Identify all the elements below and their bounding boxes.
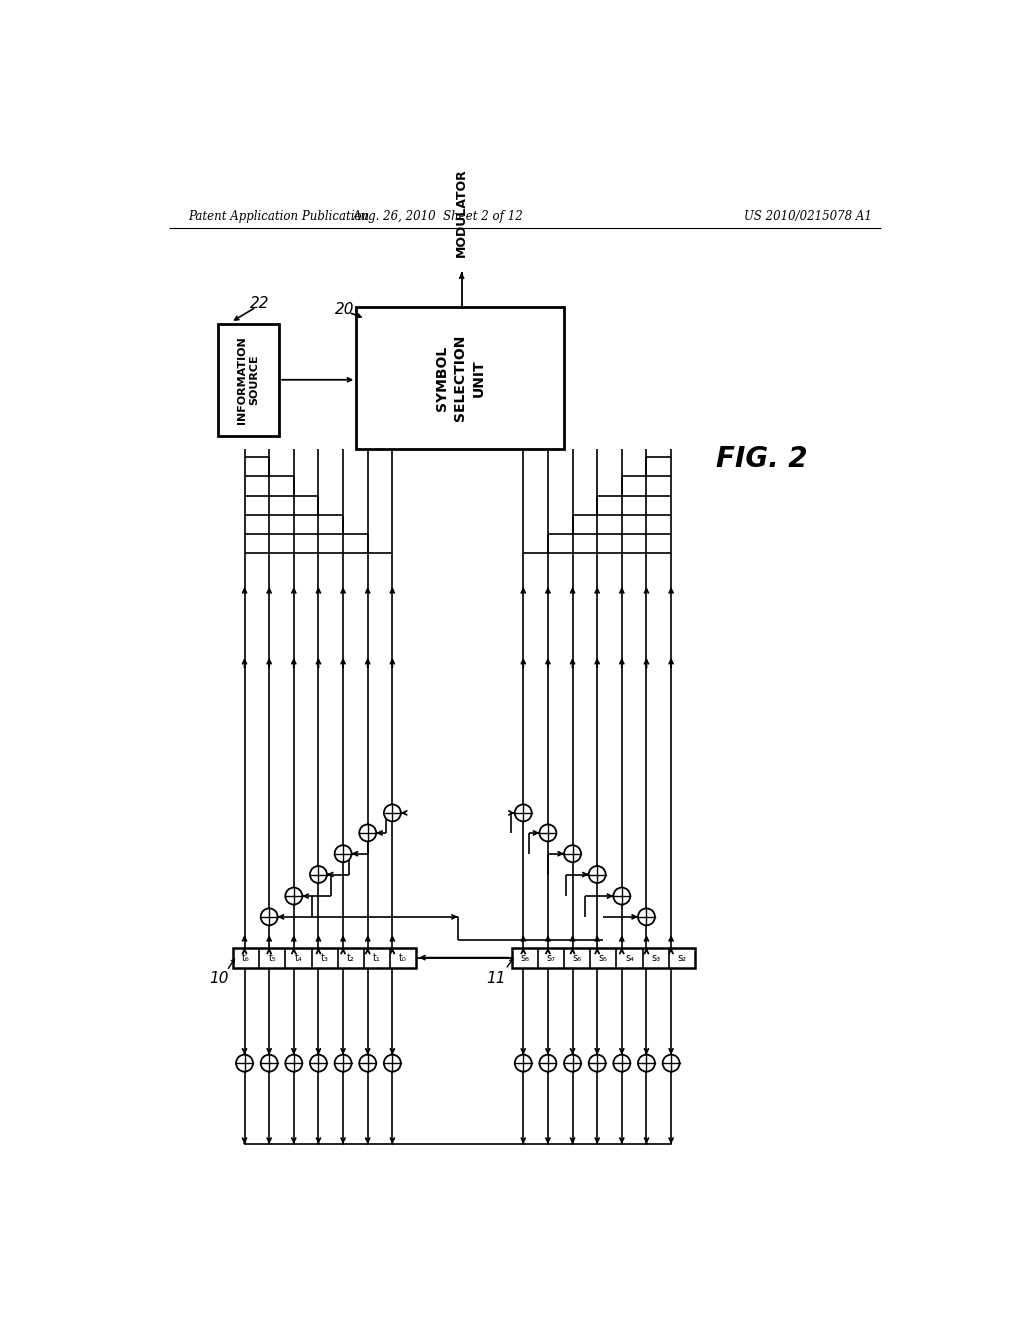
Text: MODULATOR: MODULATOR <box>455 168 468 257</box>
Text: t₁: t₁ <box>373 953 381 962</box>
Circle shape <box>359 825 376 841</box>
Circle shape <box>384 804 400 821</box>
Text: Aug. 26, 2010  Sheet 2 of 12: Aug. 26, 2010 Sheet 2 of 12 <box>353 210 524 223</box>
Text: s₃: s₃ <box>651 953 660 962</box>
Circle shape <box>613 1055 631 1072</box>
Text: 10: 10 <box>209 972 228 986</box>
Text: s₂: s₂ <box>678 953 686 962</box>
Circle shape <box>515 1055 531 1072</box>
Bar <box>512 948 695 968</box>
Circle shape <box>335 1055 351 1072</box>
Circle shape <box>589 1055 605 1072</box>
Circle shape <box>613 887 631 904</box>
Text: s₇: s₇ <box>547 953 555 962</box>
Text: s₆: s₆ <box>572 953 582 962</box>
Text: Patent Application Publication: Patent Application Publication <box>188 210 370 223</box>
Text: 22: 22 <box>250 296 269 310</box>
Text: s₅: s₅ <box>599 953 608 962</box>
Bar <box>356 308 564 449</box>
Circle shape <box>638 908 655 925</box>
Circle shape <box>359 1055 376 1072</box>
Circle shape <box>335 845 351 862</box>
Bar <box>233 948 416 968</box>
Text: t₅: t₅ <box>268 953 276 962</box>
Circle shape <box>286 887 302 904</box>
Circle shape <box>237 1055 253 1072</box>
Text: t₃: t₃ <box>321 953 329 962</box>
Text: t₄: t₄ <box>295 953 302 962</box>
Text: 11: 11 <box>486 972 506 986</box>
Circle shape <box>310 1055 327 1072</box>
Circle shape <box>286 1055 302 1072</box>
Circle shape <box>589 866 605 883</box>
Bar <box>217 323 280 436</box>
Text: 20: 20 <box>335 302 354 317</box>
Text: t₆: t₆ <box>243 953 250 962</box>
Circle shape <box>564 1055 581 1072</box>
Text: t₂: t₂ <box>347 953 354 962</box>
Text: s₄: s₄ <box>625 953 634 962</box>
Circle shape <box>540 825 556 841</box>
Circle shape <box>261 1055 278 1072</box>
Text: SYMBOL
SELECTION
UNIT: SYMBOL SELECTION UNIT <box>435 335 485 421</box>
Circle shape <box>540 1055 556 1072</box>
Text: s₈: s₈ <box>520 953 529 962</box>
Circle shape <box>638 1055 655 1072</box>
Text: INFORMATION
SOURCE: INFORMATION SOURCE <box>238 335 259 424</box>
Circle shape <box>564 845 581 862</box>
Text: t₀: t₀ <box>399 953 407 962</box>
Text: US 2010/0215078 A1: US 2010/0215078 A1 <box>744 210 872 223</box>
Circle shape <box>515 804 531 821</box>
Circle shape <box>384 1055 400 1072</box>
Circle shape <box>261 908 278 925</box>
Circle shape <box>663 1055 680 1072</box>
Text: FIG. 2: FIG. 2 <box>716 445 808 473</box>
Circle shape <box>310 866 327 883</box>
